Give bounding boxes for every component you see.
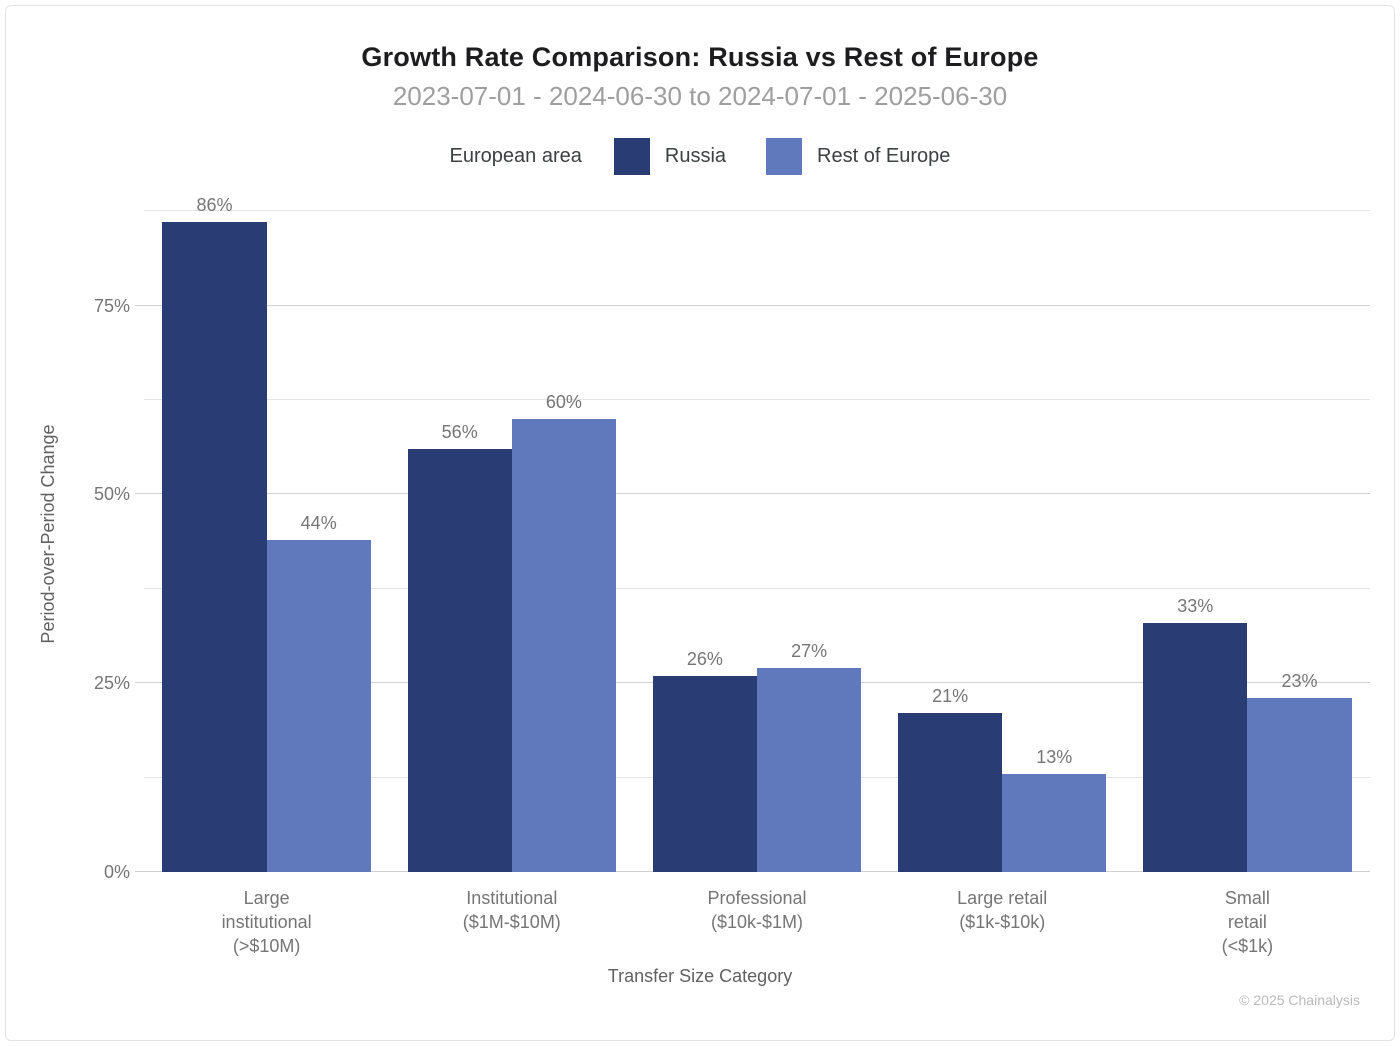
bar-value-label: 27% xyxy=(791,641,828,661)
bar-wrap: 33% xyxy=(1143,196,1248,872)
y-tick-label-25: 25% xyxy=(93,673,130,693)
copyright-notice: © 2025 Chainalysis xyxy=(1239,992,1360,1008)
x-axis-category-labels: Large institutional (>$10M) Institutional… xyxy=(144,886,1370,958)
bar-wrap: 86% xyxy=(162,195,267,872)
bar-rest-of-europe xyxy=(1247,698,1352,872)
bar-wrap: 56% xyxy=(407,196,512,872)
gridline-75 xyxy=(135,305,1370,306)
bar-russia xyxy=(898,713,1003,872)
bar-rest-of-europe xyxy=(757,668,862,872)
bar-value-label: 26% xyxy=(686,649,723,669)
y-tick-label-0: 0% xyxy=(103,862,130,882)
bar-group-1: 86% 44% xyxy=(144,195,389,872)
legend-label-russia: Russia xyxy=(664,145,727,167)
legend: European area Russia Rest of Europe xyxy=(0,138,1400,175)
bar-wrap: 21% xyxy=(898,196,1003,872)
legend-label-rest-of-europe: Rest of Europe xyxy=(817,145,951,167)
bar-group-3: 26% 27% xyxy=(634,196,879,872)
bar-groups: 86% 44% 56% 60% 26% 27% 21% 13% 33% 23% xyxy=(144,195,1370,872)
gridline-37.5 xyxy=(144,588,1370,589)
bar-russia xyxy=(1143,623,1248,872)
bar-group-4: 21% 13% xyxy=(880,196,1125,872)
y-tick-label-75: 75% xyxy=(93,296,130,316)
legend-swatch-rest-of-europe-icon xyxy=(766,138,803,175)
bar-value-label: 44% xyxy=(300,513,337,533)
bar-rest-of-europe xyxy=(511,419,616,872)
plot-area: 86% 44% 56% 60% 26% 27% 21% 13% 33% 23% xyxy=(135,195,1370,872)
legend-title: European area xyxy=(449,145,582,167)
gridline-87.5 xyxy=(144,210,1370,211)
category-label-4: Large retail ($1k-$10k) xyxy=(957,888,1048,932)
bar-russia xyxy=(652,676,757,872)
gridline-62.5 xyxy=(144,399,1370,400)
bar-group-2: 56% 60% xyxy=(389,196,634,872)
y-axis-tick-labels: 0% 25% 50% 75% xyxy=(0,196,130,882)
bar-value-label: 23% xyxy=(1281,671,1318,691)
legend-swatch-russia-icon xyxy=(613,138,650,175)
bar-wrap: 13% xyxy=(1002,196,1107,872)
x-axis-title: Transfer Size Category xyxy=(607,966,793,986)
legend-item-rest-of-europe: Rest of Europe xyxy=(766,138,950,175)
bar-wrap: 27% xyxy=(757,196,862,872)
legend-item-russia: Russia xyxy=(613,138,727,175)
bar-value-label: 86% xyxy=(196,195,233,215)
bar-russia xyxy=(407,449,512,872)
category-label-3: Professional ($10k-$1M) xyxy=(707,888,807,932)
chart-title: Growth Rate Comparison: Russia vs Rest o… xyxy=(361,42,1039,72)
bar-wrap: 44% xyxy=(266,196,371,872)
bar-group-5: 33% 23% xyxy=(1125,196,1370,872)
bar-wrap: 26% xyxy=(652,196,757,872)
bar-value-label: 13% xyxy=(1036,747,1073,767)
category-label-1: Large institutional (>$10M) xyxy=(221,888,312,956)
bar-rest-of-europe xyxy=(266,540,371,872)
bar-wrap: 23% xyxy=(1247,196,1352,872)
category-label-5: Small retail (<$1k) xyxy=(1221,888,1274,956)
bar-value-label: 33% xyxy=(1177,596,1214,616)
bar-value-label: 56% xyxy=(441,422,478,442)
bar-russia xyxy=(162,222,267,872)
bar-wrap: 60% xyxy=(511,196,616,872)
category-label-2: Institutional ($1M-$10M) xyxy=(462,888,561,932)
gridline-50 xyxy=(135,493,1370,494)
bar-value-label: 60% xyxy=(545,392,582,412)
y-tick-label-50: 50% xyxy=(93,484,130,504)
bar-value-label: 21% xyxy=(932,686,969,706)
bar-rest-of-europe xyxy=(1002,774,1107,872)
chart-subtitle: 2023-07-01 - 2024-06-30 to 2024-07-01 - … xyxy=(392,81,1008,111)
